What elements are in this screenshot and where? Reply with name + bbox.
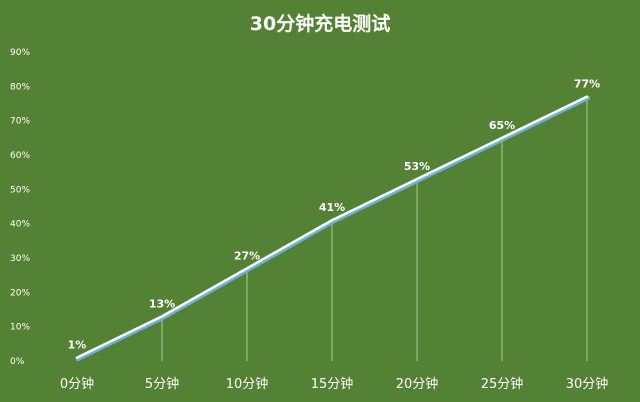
y-tick-label: 0% (10, 357, 25, 367)
x-tick-label: 5分钟 (145, 376, 179, 392)
x-tick-label: 20分钟 (396, 376, 439, 392)
y-axis-tick-labels: 0% 10% 20% 30% 40% 50% 60% 70% 80% 90% (10, 48, 30, 367)
data-labels: 1% 13% 27% 41% 53% 65% 77% (68, 78, 601, 352)
data-label: 1% (68, 339, 87, 352)
data-label: 53% (404, 160, 430, 173)
y-tick-label: 80% (10, 82, 30, 92)
y-tick-label: 20% (10, 288, 30, 298)
y-tick-label: 70% (10, 117, 30, 127)
chart-title: 30分钟充电测试 (250, 12, 390, 35)
x-tick-label: 25分钟 (481, 376, 524, 392)
y-tick-label: 90% (10, 48, 30, 58)
series-group (75, 95, 590, 362)
y-tick-label: 60% (10, 151, 30, 161)
data-label: 27% (234, 249, 260, 262)
y-tick-label: 30% (10, 254, 30, 264)
x-tick-label: 10分钟 (226, 376, 269, 392)
y-tick-label: 10% (10, 323, 30, 333)
y-tick-label: 50% (10, 185, 30, 195)
data-label: 65% (489, 119, 515, 132)
data-label: 13% (149, 297, 175, 310)
series-line (75, 95, 589, 359)
y-tick-label: 40% (10, 220, 30, 230)
data-label: 77% (574, 78, 600, 91)
series-line-shadow (76, 96, 590, 362)
x-tick-label: 30分钟 (566, 376, 609, 392)
x-axis-tick-labels: 0分钟 5分钟 10分钟 15分钟 20分钟 25分钟 30分钟 (60, 376, 608, 392)
drop-lines (76, 96, 588, 361)
x-tick-label: 15分钟 (311, 376, 354, 392)
data-label: 41% (319, 201, 345, 214)
x-tick-label: 0分钟 (60, 376, 94, 392)
